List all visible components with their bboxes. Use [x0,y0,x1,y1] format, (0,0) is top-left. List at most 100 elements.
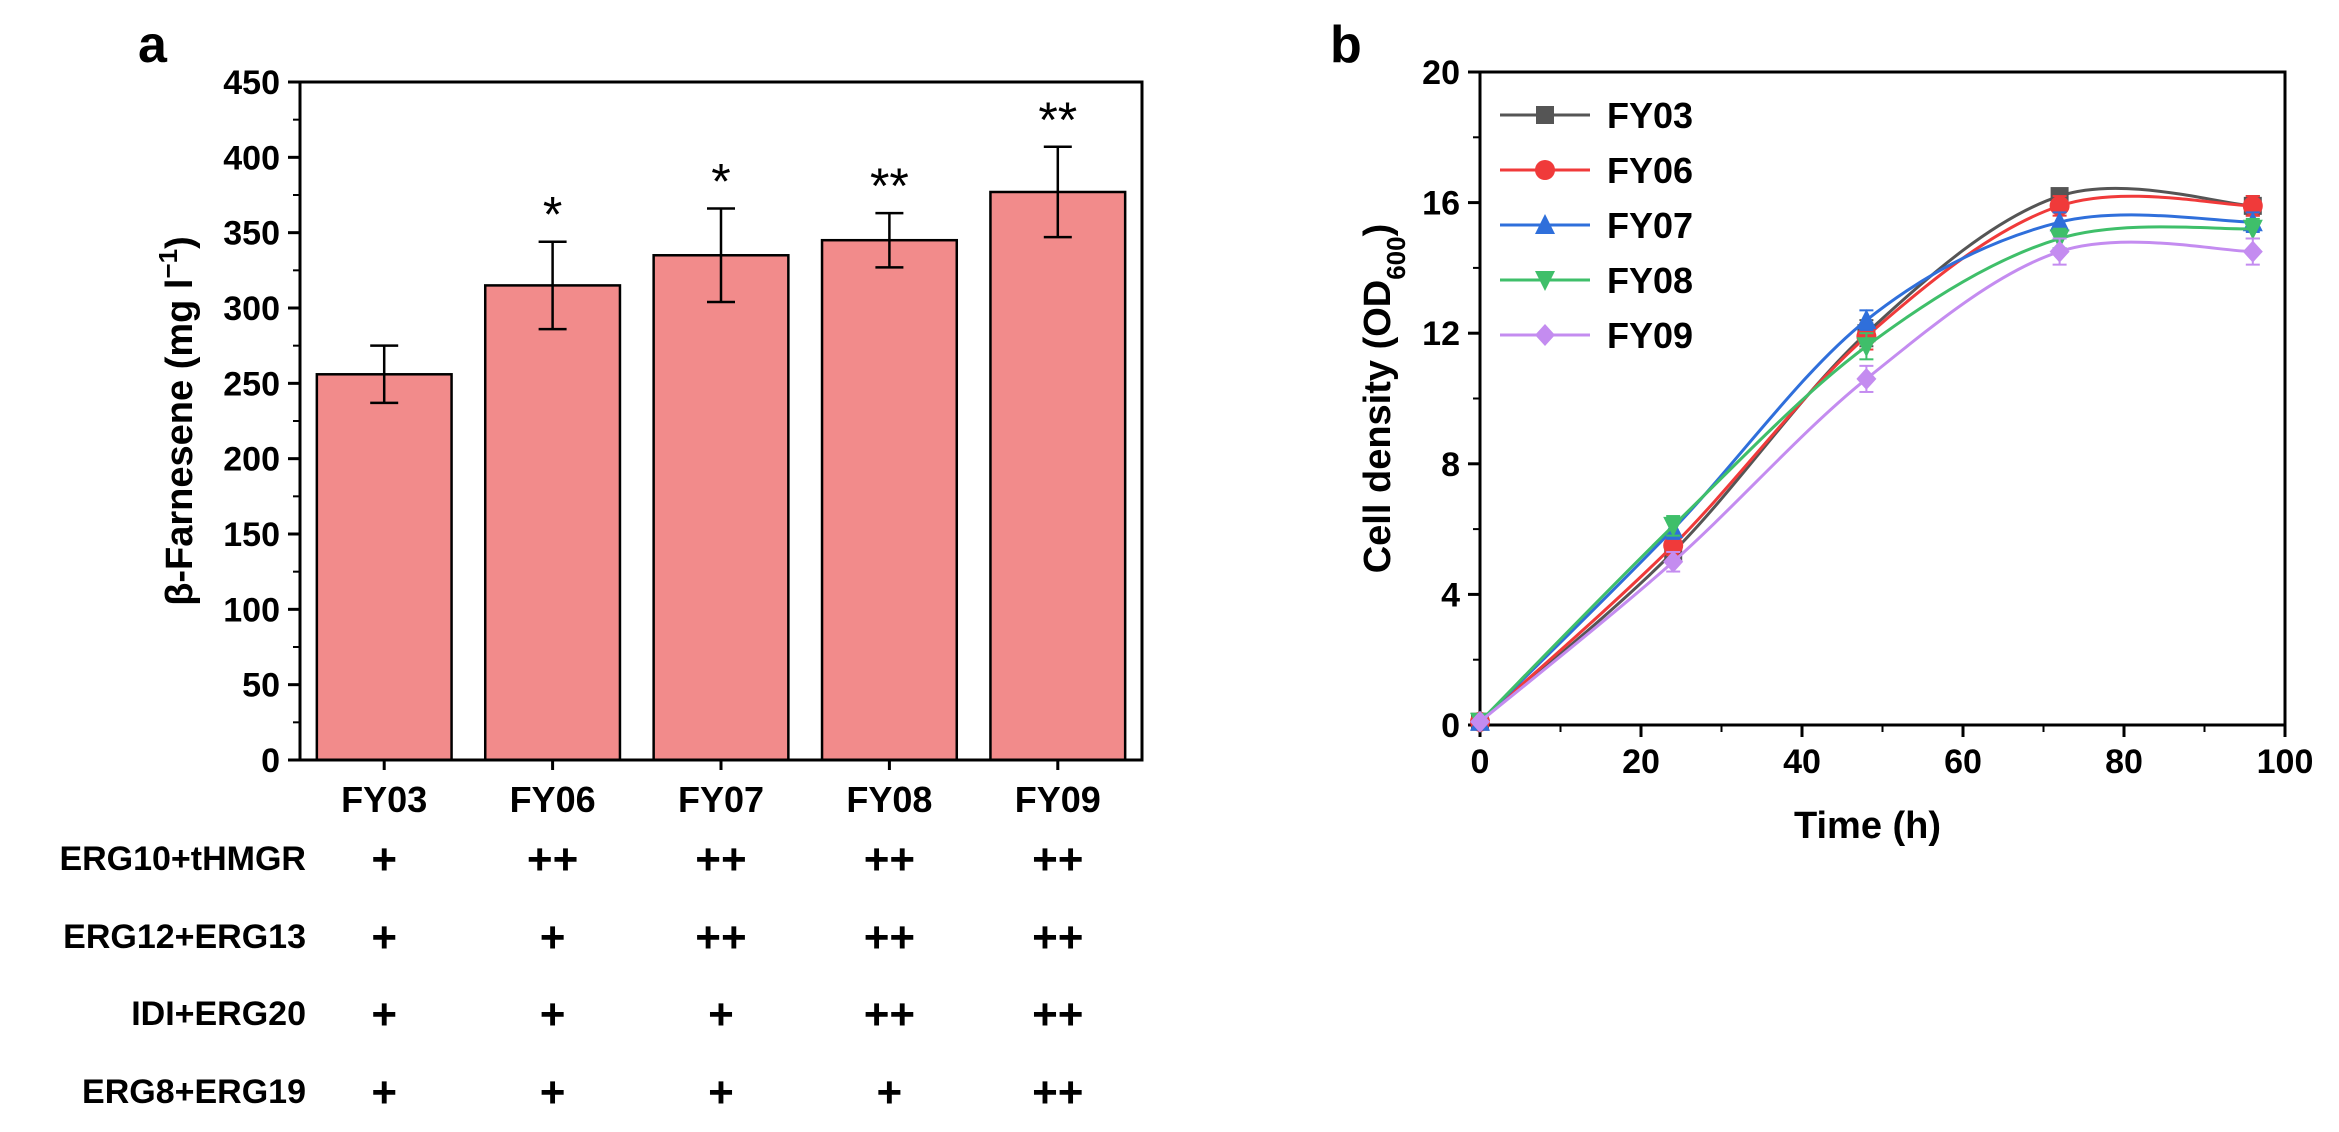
series-FY07 [1470,211,2263,731]
bar-FY09 [989,190,1127,762]
genotype-cell: + [540,1068,566,1117]
legend-label-FY09: FY09 [1607,315,1693,356]
genotype-row-label: ERG8+ERG19 [82,1073,306,1111]
y-tick-label: 0 [1441,707,1460,745]
x-tick-label: 80 [2105,743,2143,781]
y-axis-label-sup: −1 [153,249,183,279]
x-tick-label-FY09: FY09 [1015,779,1101,820]
y-tick-label: 450 [223,64,280,102]
data-point-FY09 [1470,710,1490,733]
y-tick-label: 150 [223,516,280,554]
legend-marker-FY08 [1535,271,1555,291]
y-tick-label: 20 [1422,54,1460,92]
legend-marker-FY07 [1535,214,1555,234]
data-point-FY07 [2049,211,2070,232]
x-tick-label: 40 [1783,743,1821,781]
genotype-cell: + [708,1068,734,1117]
legend-label-FY07: FY07 [1607,205,1693,246]
significance-FY07: * [711,154,730,210]
y-axis-label: Cell density (OD600) [1357,224,1411,574]
significance-FY06: * [543,187,562,243]
data-point-FY06 [2242,195,2263,216]
x-axis-label: Time (h) [1794,805,1941,847]
bar-FY06 [483,284,622,762]
y-tick-label: 4 [1441,576,1460,614]
y-axis-label-close: ) [159,236,201,249]
x-tick-label-FY03: FY03 [341,779,427,820]
genotype-cell: + [708,990,734,1039]
series-line-FY08 [1478,225,2253,723]
genotype-cell: ++ [1032,990,1083,1039]
bar-FY08 [820,238,959,762]
data-point-FY09 [2242,240,2263,263]
genotype-cell: ++ [1032,913,1083,962]
y-axis-label-close: ) [1357,224,1399,237]
data-point-FY07 [1856,309,1877,330]
y-tick-label: 350 [223,215,280,253]
x-tick-label: 100 [2257,743,2314,781]
genotype-cell: ++ [527,835,578,884]
legend: FY03 FY06 FY07 FY08 FY09 [1500,95,1693,356]
series-FY06 [1470,194,2263,732]
genotype-table: ERG10+tHMGR + ++ ++ ++ ++ERG12+ERG13 + + ++ ++ ++I… [59,835,1083,1117]
genotype-cell: + [371,1068,397,1117]
series-FY09 [1470,237,2263,733]
bar-FY03 [315,373,453,762]
genotype-cell: ++ [695,913,746,962]
y-tick-label: 400 [223,139,280,177]
x-tick-label: 60 [1944,743,1982,781]
data-point-FY09 [1663,550,1684,573]
legend-marker-FY09 [1535,324,1555,346]
significance-FY08: ** [870,158,909,214]
genotype-row-label: IDI+ERG20 [131,995,306,1033]
x-tick-label-FY06: FY06 [510,779,596,820]
data-point-FY09 [1856,367,1877,390]
bar-FY07 [652,254,790,762]
genotype-cell: ++ [864,913,915,962]
genotype-cell: ++ [695,835,746,884]
genotype-cell: ++ [864,835,915,884]
data-point-FY09 [2049,240,2070,263]
y-tick-label: 12 [1422,315,1460,353]
genotype-cell: + [540,913,566,962]
y-tick-label: 0 [261,742,280,780]
series-line-FY07 [1478,213,2253,723]
genotype-cell: ++ [1032,1068,1083,1117]
genotype-cell: ++ [1032,835,1083,884]
x-tick-label: 20 [1622,743,1660,781]
data-point-FY08 [2242,219,2263,240]
significance-FY09: ** [1038,92,1077,148]
y-tick-label: 16 [1422,185,1460,223]
y-tick-label: 8 [1441,446,1460,484]
y-tick-label: 200 [223,441,280,479]
genotype-cell: + [877,1068,903,1117]
legend-marker-FY03 [1536,106,1554,124]
data-point-FY06 [1663,535,1684,556]
series-FY03 [1471,186,2262,731]
y-axis-label-main: Cell density (OD [1357,280,1399,574]
legend-marker-FY06 [1535,160,1555,180]
series-line-FY03 [1479,186,2253,723]
legend-label-FY03: FY03 [1607,95,1693,136]
x-tick-label-FY07: FY07 [678,779,764,820]
y-axis-label-main: β-Farnesene (mg l [159,279,201,606]
genotype-row-label: ERG12+ERG13 [63,918,306,956]
genotype-cell: + [371,835,397,884]
series-FY08 [1470,217,2263,733]
x-tick-label: 0 [1471,743,1490,781]
y-tick-label: 100 [223,591,280,629]
panel-b-label: b [1330,16,1362,74]
plot-frame [1478,70,2287,727]
series-line-FY06 [1478,194,2253,723]
y-axis-label: β-Farnesene (mg l−1) [153,236,201,606]
y-tick-label: 50 [242,667,280,705]
line-chart: 0 4 8 12 16 20 0 20 40 60 80 100 Time (h) Cell densit… [1357,54,2313,847]
data-point-FY08 [1663,516,1684,537]
genotype-cell: + [371,913,397,962]
genotype-cell: + [371,990,397,1039]
data-point-FY08 [1856,337,1877,358]
legend-label-FY06: FY06 [1607,150,1693,191]
y-tick-label: 250 [223,365,280,403]
